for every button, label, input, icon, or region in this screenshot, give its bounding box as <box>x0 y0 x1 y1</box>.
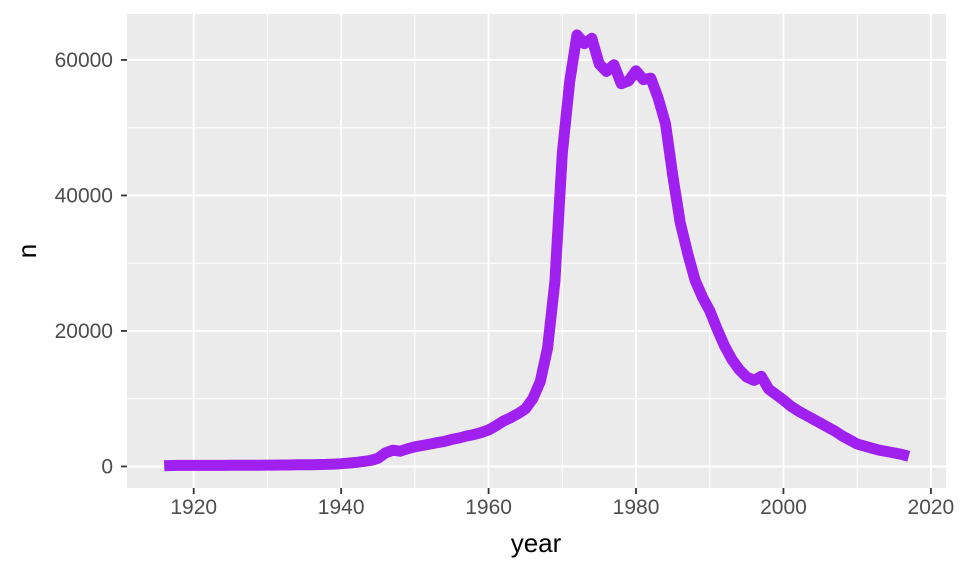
panel-background <box>127 14 946 488</box>
data-line-n <box>163 29 911 472</box>
axis-ticks <box>121 59 932 494</box>
plot-panel <box>127 14 946 488</box>
axis-tick-labels: 1920 1940 1960 1980 2000 2020 0 20000 40000 60000 <box>55 49 955 519</box>
x-tick-label: 1980 <box>613 496 660 519</box>
y-tick-label: 60000 <box>55 49 113 72</box>
y-tick-label: 20000 <box>55 320 113 343</box>
y-tick-label: 40000 <box>55 184 113 207</box>
y-axis-title: n <box>12 244 42 258</box>
x-tick-label: 1960 <box>465 496 512 519</box>
x-tick-label: 1940 <box>318 496 365 519</box>
data-series <box>163 29 911 472</box>
x-tick-label: 2020 <box>908 496 955 519</box>
x-tick-label: 1920 <box>170 496 217 519</box>
x-tick-label: 2000 <box>760 496 807 519</box>
major-gridlines <box>127 14 946 488</box>
x-axis-title: year <box>511 528 562 558</box>
y-tick-label: 0 <box>101 455 113 478</box>
